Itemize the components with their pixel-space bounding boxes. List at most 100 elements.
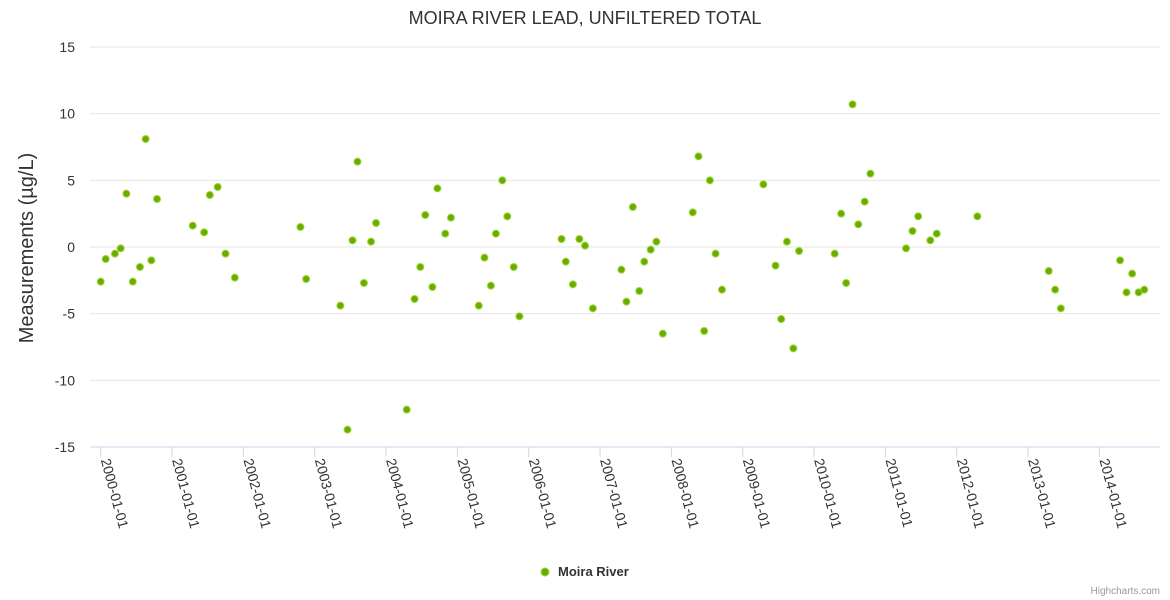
data-point[interactable] [122, 189, 131, 198]
data-point[interactable] [926, 236, 935, 245]
data-point[interactable] [101, 255, 110, 263]
data-point[interactable] [771, 261, 780, 270]
data-point[interactable] [410, 295, 419, 303]
data-point[interactable] [688, 208, 697, 217]
data-point[interactable] [446, 213, 455, 222]
legend-marker[interactable] [540, 567, 550, 577]
data-point[interactable] [343, 425, 352, 434]
x-tick-label: 2003-01-01 [312, 457, 346, 531]
data-point[interactable] [116, 244, 125, 253]
data-point[interactable] [205, 191, 214, 199]
data-point[interactable] [711, 249, 720, 258]
data-point[interactable] [700, 327, 709, 335]
data-point[interactable] [658, 329, 667, 338]
data-point[interactable] [147, 256, 156, 265]
data-point[interactable] [848, 100, 857, 109]
data-point[interactable] [416, 263, 425, 271]
data-point[interactable] [782, 237, 791, 246]
data-point[interactable] [622, 297, 631, 306]
data-point[interactable] [759, 180, 768, 189]
data-point[interactable] [617, 265, 626, 274]
data-point[interactable] [628, 203, 637, 211]
data-point[interactable] [854, 220, 863, 229]
data-point[interactable] [1128, 269, 1137, 278]
data-point[interactable] [372, 219, 381, 227]
data-point[interactable] [932, 229, 941, 238]
data-point[interactable] [705, 176, 714, 185]
data-point[interactable] [336, 301, 345, 310]
data-point[interactable] [795, 247, 804, 255]
data-point[interactable] [1056, 304, 1065, 313]
data-point[interactable] [866, 169, 875, 178]
data-point[interactable] [367, 237, 376, 246]
data-point[interactable] [557, 235, 566, 243]
data-point[interactable] [221, 249, 230, 258]
data-point[interactable] [694, 152, 703, 161]
data-point[interactable] [474, 301, 483, 310]
data-point[interactable] [588, 304, 597, 313]
data-point[interactable] [188, 221, 197, 230]
data-point[interactable] [421, 211, 430, 219]
data-point[interactable] [296, 223, 305, 231]
data-point[interactable] [1044, 267, 1053, 275]
data-point[interactable] [200, 228, 209, 237]
credits-link[interactable]: Highcharts.com [1091, 586, 1160, 597]
data-point[interactable] [914, 212, 923, 221]
data-point[interactable] [509, 263, 518, 271]
data-point[interactable] [96, 277, 105, 286]
data-point[interactable] [860, 197, 869, 206]
data-point[interactable] [153, 195, 162, 203]
data-point[interactable] [353, 157, 362, 166]
data-point[interactable] [842, 279, 851, 287]
data-point[interactable] [359, 279, 368, 287]
grid-lines [90, 46, 1160, 381]
legend-label[interactable]: Moira River [558, 564, 629, 579]
data-point[interactable] [575, 235, 584, 243]
legend[interactable]: Moira River [540, 564, 629, 579]
data-point[interactable] [789, 344, 798, 353]
x-tick-label: 2009-01-01 [740, 457, 774, 531]
data-point[interactable] [718, 285, 727, 294]
y-tick-label: 10 [59, 106, 75, 122]
data-point[interactable] [302, 275, 311, 283]
data-point[interactable] [213, 183, 222, 191]
data-point[interactable] [581, 241, 590, 250]
data-point[interactable] [135, 263, 144, 271]
data-point[interactable] [902, 244, 911, 253]
data-point[interactable] [1051, 285, 1060, 294]
data-point[interactable] [498, 176, 507, 185]
data-point[interactable] [973, 212, 982, 221]
x-tick-label: 2001-01-01 [169, 457, 203, 531]
data-point[interactable] [433, 184, 442, 193]
data-point[interactable] [480, 253, 489, 262]
data-point[interactable] [348, 236, 357, 245]
data-point[interactable] [837, 209, 846, 218]
data-point[interactable] [777, 315, 786, 323]
data-point[interactable] [561, 257, 570, 266]
data-point[interactable] [230, 273, 239, 282]
data-point[interactable] [503, 212, 512, 221]
data-point[interactable] [908, 227, 917, 235]
data-point[interactable] [830, 249, 839, 258]
data-point[interactable] [1116, 256, 1125, 265]
y-tick-label: -5 [63, 306, 76, 322]
data-point[interactable] [402, 405, 411, 414]
data-point[interactable] [441, 229, 450, 238]
data-point[interactable] [486, 281, 495, 290]
data-point[interactable] [1140, 285, 1149, 294]
data-point[interactable] [640, 257, 649, 266]
data-point[interactable] [141, 135, 150, 143]
data-point[interactable] [1122, 288, 1131, 297]
data-point[interactable] [491, 229, 500, 238]
y-axis-ticks: 15 10 5 0 -5 -10 -15 [55, 39, 75, 455]
data-point[interactable] [635, 287, 644, 295]
data-point[interactable] [110, 249, 119, 258]
data-point[interactable] [568, 280, 577, 289]
data-point[interactable] [652, 237, 661, 246]
x-tick-label: 2014-01-01 [1096, 457, 1130, 531]
data-point[interactable] [428, 283, 437, 291]
data-point[interactable] [515, 312, 524, 321]
data-point[interactable] [128, 277, 137, 286]
data-point[interactable] [646, 245, 655, 254]
